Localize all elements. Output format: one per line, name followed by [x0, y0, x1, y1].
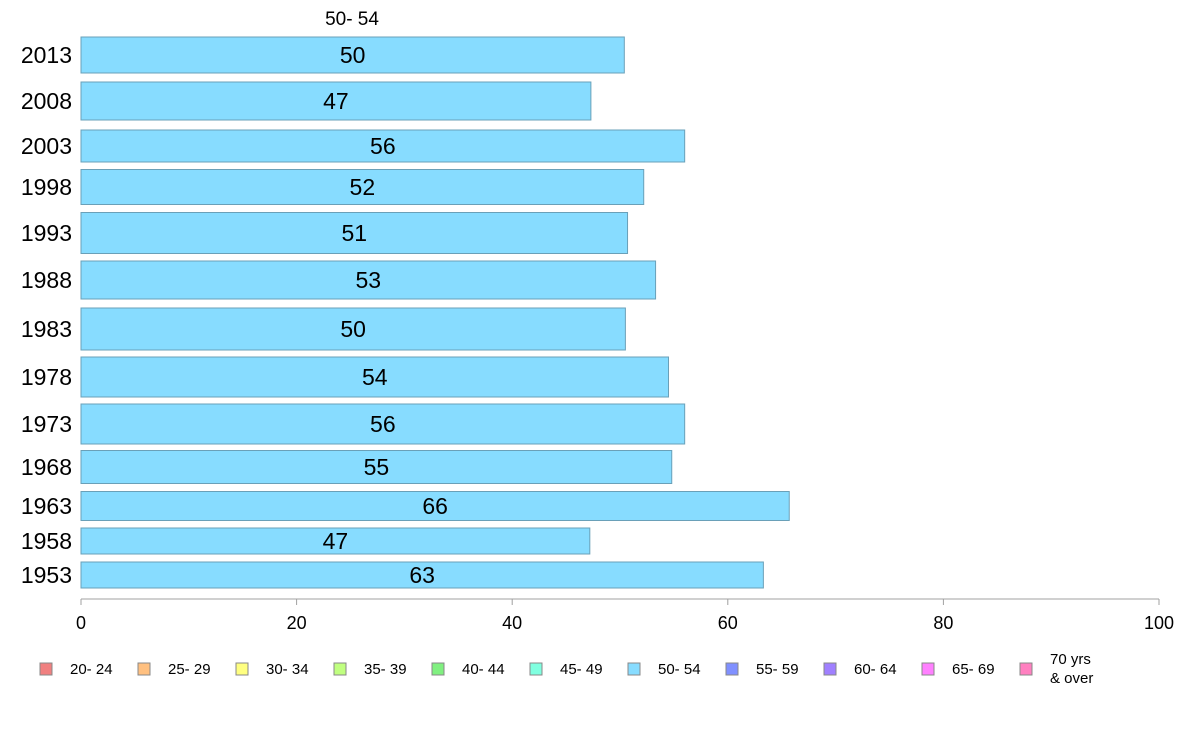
data-label-1978: 54: [362, 364, 388, 390]
data-label-2003: 56: [370, 133, 396, 159]
legend-label-0: 20- 24: [70, 661, 113, 678]
bar-1973: [80, 403, 686, 445]
legend-label-7: 55- 59: [756, 661, 799, 678]
x-tick-label-40: 40: [502, 613, 522, 633]
data-label-1968: 55: [364, 454, 390, 480]
data-label-1983: 50: [340, 316, 366, 342]
x-tick-label-0: 0: [76, 613, 86, 633]
legend-label-4: 40- 44: [462, 661, 505, 678]
legend-label-9: 65- 69: [952, 661, 995, 678]
data-label-1988: 53: [355, 267, 381, 293]
legend-swatch-3: [333, 662, 347, 676]
legend-swatch-10: [1019, 662, 1033, 676]
legend-label-1: 25- 29: [168, 661, 211, 678]
x-tick-label-100: 100: [1144, 613, 1174, 633]
bar-2003: [80, 129, 686, 163]
legend-label-3: 35- 39: [364, 661, 407, 678]
bar-1998: [80, 169, 645, 205]
legend-swatch-7: [725, 662, 739, 676]
bar-1993: [80, 212, 629, 254]
category-label-1968: 1968: [21, 454, 72, 480]
x-tick-label-20: 20: [287, 613, 307, 633]
data-label-1958: 47: [323, 528, 349, 554]
legend-swatch-2: [235, 662, 249, 676]
category-label-1978: 1978: [21, 364, 72, 390]
bar-1958: [80, 527, 591, 555]
bar-1968: [80, 450, 673, 484]
legend-swatch-6: [627, 662, 641, 676]
legend-label-2: 30- 34: [266, 661, 309, 678]
series-title: 50- 54: [325, 9, 379, 30]
category-label-2003: 2003: [21, 133, 72, 159]
category-label-1983: 1983: [21, 316, 72, 342]
data-label-2008: 47: [323, 88, 349, 114]
category-label-1998: 1998: [21, 174, 72, 200]
category-label-1953: 1953: [21, 562, 72, 588]
legend-swatch-0: [39, 662, 53, 676]
category-label-1963: 1963: [21, 493, 72, 519]
data-label-1998: 52: [350, 174, 376, 200]
legend: 20- 24 25- 29 30- 34 35- 39 40- 44 45- 49 50- …: [39, 651, 1093, 687]
data-label-2013: 50: [340, 42, 366, 68]
bar-2013: [80, 36, 625, 74]
legend-swatch-5: [529, 662, 543, 676]
legend-label-5: 45- 49: [560, 661, 603, 678]
bar-1988: [80, 260, 657, 300]
category-label-2008: 2008: [21, 88, 72, 114]
bar-1963: [80, 491, 790, 521]
data-label-1973: 56: [370, 411, 396, 437]
x-tick-label-60: 60: [718, 613, 738, 633]
legend-label-8: 60- 64: [854, 661, 897, 678]
category-label-2013: 2013: [21, 42, 72, 68]
category-label-1993: 1993: [21, 220, 72, 246]
bar-1978: [80, 356, 670, 398]
bar-1983: [80, 307, 626, 351]
category-label-1973: 1973: [21, 411, 72, 437]
legend-swatch-8: [823, 662, 837, 676]
legend-label-10: 70 yrs & over: [1050, 651, 1093, 687]
legend-swatch-9: [921, 662, 935, 676]
legend-label-6: 50- 54: [658, 661, 701, 678]
data-label-1993: 51: [341, 220, 367, 246]
legend-swatch-1: [137, 662, 151, 676]
bar-2008: [80, 81, 592, 121]
x-axis: 0 20 40 60 80 100: [76, 598, 1174, 633]
x-tick-label-80: 80: [933, 613, 953, 633]
data-label-1953: 63: [409, 562, 435, 588]
category-label-1958: 1958: [21, 528, 72, 554]
category-label-1988: 1988: [21, 267, 72, 293]
data-label-1963: 66: [422, 493, 448, 519]
bar-1953: [80, 561, 764, 589]
legend-swatch-4: [431, 662, 445, 676]
bars-group: 50 2013 47 2008 56 2003 52 1998 51 1993 53 1988 50 19…: [21, 36, 790, 589]
